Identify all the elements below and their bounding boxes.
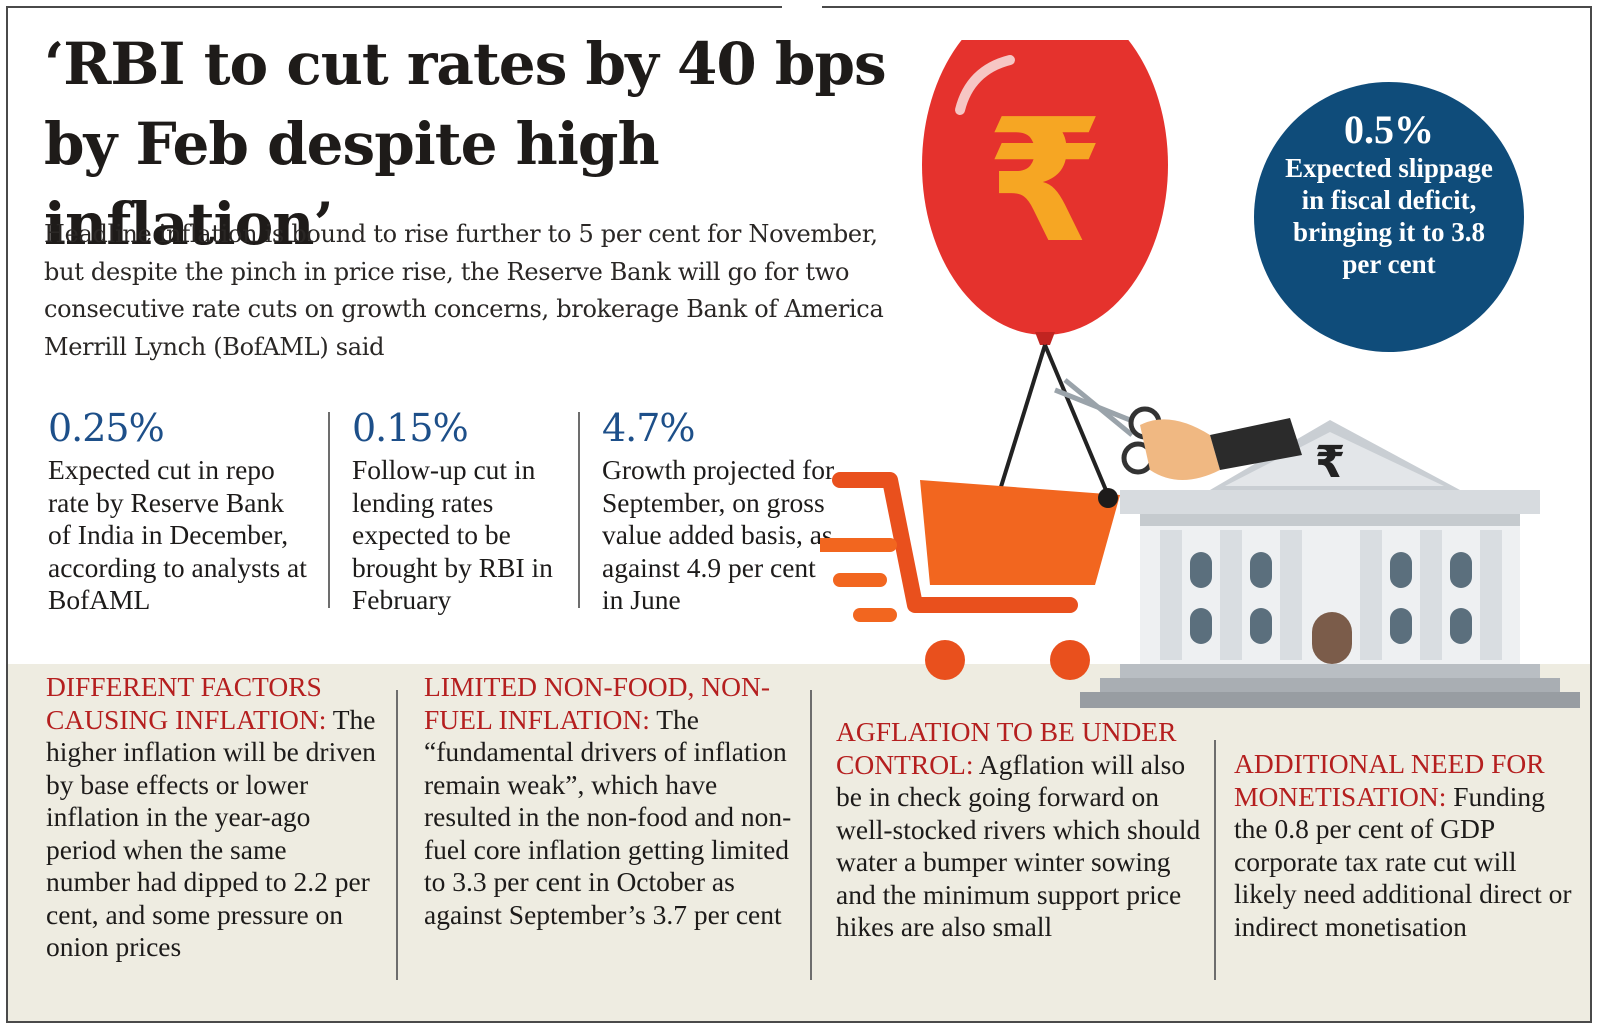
factor-label: AGFLATION TO BE UNDER CONTROL:	[836, 716, 1177, 780]
stat-value: 4.7%	[602, 406, 696, 450]
stat-desc: Follow-up cut in lending rates expected …	[352, 454, 553, 615]
scissors-icon: ₹	[1054, 378, 1346, 488]
fiscal-deficit-callout: 0.5% Expected slippage in fiscal deficit…	[1254, 82, 1524, 352]
factor-text: The higher inflation will be driven by b…	[46, 703, 376, 963]
stat-value: 0.15%	[352, 406, 469, 450]
factor-text: Agflation will also be in check going fo…	[836, 748, 1201, 943]
stat-divider	[328, 412, 330, 608]
bank-rupee-symbol: ₹	[1315, 437, 1346, 488]
factor-text: Funding the 0.8 per cent of GDP corporat…	[1234, 780, 1572, 942]
factor-divider	[396, 690, 398, 980]
factor-label: ADDITIONAL NEED FOR MONETISATION:	[1234, 748, 1545, 812]
stat-desc: Expected cut in repo rate by Reserve Ban…	[48, 454, 307, 615]
rupee-balloon-icon: ₹	[922, 40, 1168, 496]
stat-growth: 4.7% Growth projected for September, on …	[602, 408, 842, 617]
factors-band	[8, 664, 1590, 1021]
factor-label: DIFFERENT FACTORS CAUSING INFLATION:	[46, 671, 327, 735]
illustration: ₹ ₹	[820, 40, 1580, 708]
stat-lending-cut: 0.15% Follow-up cut in lending rates exp…	[352, 408, 562, 617]
stat-repo-cut: 0.25% Expected cut in repo rate by Reser…	[48, 408, 310, 617]
callout-text: Expected slippage in fiscal deficit, bri…	[1285, 153, 1493, 279]
factor-inflation-drivers: DIFFERENT FACTORS CAUSING INFLATION: The…	[46, 671, 376, 964]
bank-building-icon	[1080, 420, 1580, 708]
rupee-symbol: ₹	[986, 83, 1104, 281]
intro-paragraph: Headline inflation is bound to rise furt…	[44, 220, 884, 361]
factor-divider	[810, 690, 812, 980]
factor-monetisation: ADDITIONAL NEED FOR MONETISATION: Fundin…	[1234, 748, 1574, 943]
headline: ‘RBI to cut rates by 40 bps by Feb despi…	[44, 30, 887, 258]
factor-label: LIMITED NON-FOOD, NON-FUEL INFLATION:	[424, 671, 770, 735]
frame-gap	[782, 0, 822, 14]
stat-desc: Growth projected for September, on gross…	[602, 454, 835, 615]
shopping-cart-icon	[820, 472, 1120, 680]
factor-core-inflation: LIMITED NON-FOOD, NON-FUEL INFLATION: Th…	[424, 671, 804, 931]
callout-value: 0.5%	[1344, 107, 1434, 152]
stat-value: 0.25%	[48, 406, 165, 450]
stat-divider	[578, 412, 580, 608]
factor-divider	[1214, 740, 1216, 980]
factor-text: The “fundamental drivers of inflation re…	[424, 703, 792, 930]
factor-agflation: AGFLATION TO BE UNDER CONTROL: Agflation…	[836, 716, 1208, 944]
